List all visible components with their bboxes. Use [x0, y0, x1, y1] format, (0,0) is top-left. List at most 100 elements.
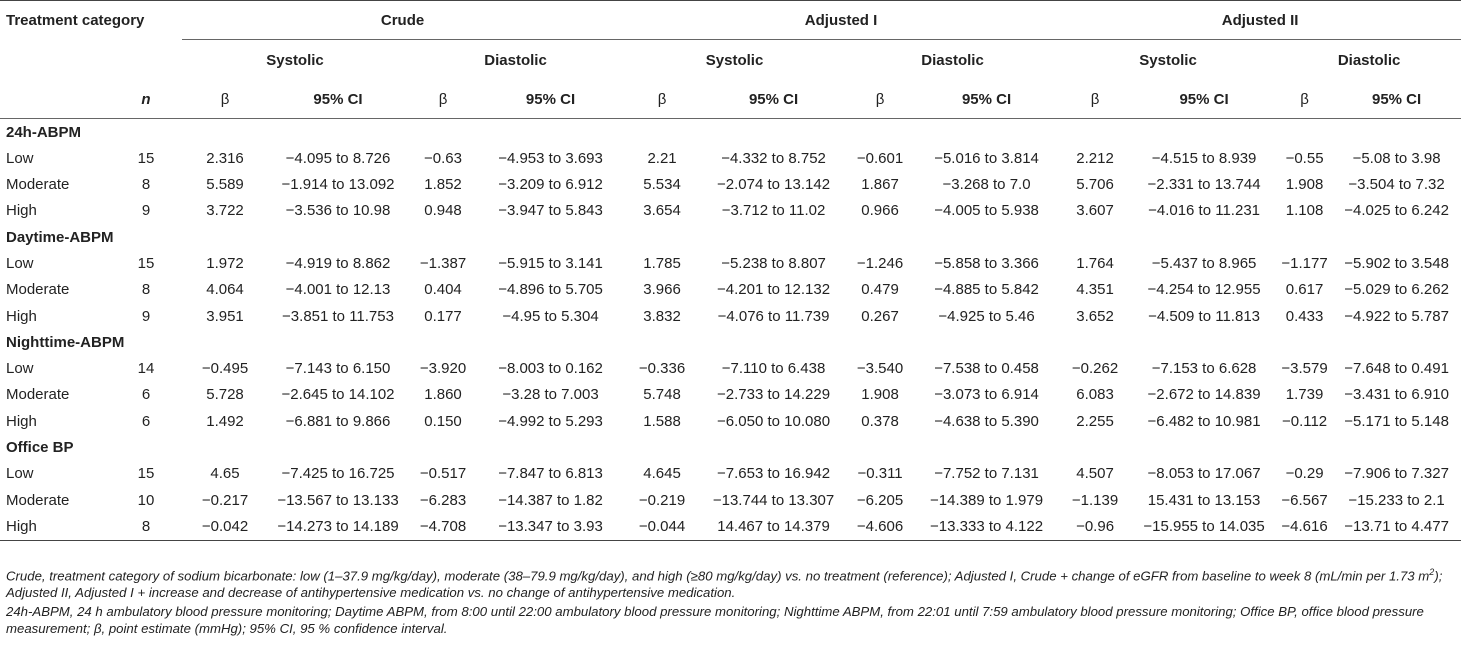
cell-ci: −14.387 to 1.82 — [498, 491, 603, 509]
cell-beta: 2.21 — [647, 149, 677, 167]
cell-ci: −4.515 to 8.939 — [1151, 149, 1257, 167]
cell-ci: −8.053 to 17.067 — [1147, 465, 1261, 483]
row-label: High — [6, 202, 37, 220]
cell-beta: 0.404 — [424, 281, 462, 299]
table-row: Moderate 10 −0.217 −13.567 to 13.133 −6.283 −… — [0, 487, 1461, 513]
cell-beta: 3.654 — [643, 202, 681, 220]
cell-beta: 1.785 — [643, 254, 681, 272]
footnotes: Crude, treatment category of sodium bica… — [6, 564, 1456, 639]
cell-ci: −4.254 to 12.955 — [1147, 281, 1261, 299]
cell-beta: −0.336 — [638, 360, 686, 378]
row-label: Moderate — [6, 176, 70, 194]
cell-beta: −0.262 — [1071, 360, 1119, 378]
cell-beta: 0.948 — [424, 202, 462, 220]
cell-ci: 15.431 to 13.153 — [1147, 491, 1261, 509]
cell-beta: 3.966 — [643, 281, 681, 299]
col-header-beta: β — [1300, 90, 1309, 108]
section-row: Daytime-ABPM — [0, 224, 1461, 250]
section-title: 24h-ABPM — [6, 123, 82, 141]
table-row: Moderate 6 5.728 −2.645 to 14.102 1.860 −3.28… — [0, 382, 1461, 408]
cell-beta: −6.567 — [1281, 491, 1328, 509]
cell-beta: 4.507 — [1076, 465, 1114, 483]
cell-beta: 2.212 — [1076, 149, 1114, 167]
section-row: 24h-ABPM — [0, 119, 1461, 146]
cell-beta: 0.617 — [1285, 281, 1324, 299]
cell-ci: −5.238 to 8.807 — [721, 254, 826, 272]
cell-ci: −5.915 to 3.141 — [498, 254, 603, 272]
cell-ci: −5.171 to 5.148 — [1344, 412, 1449, 430]
row-n: 8 — [141, 281, 151, 299]
cell-beta: 1.739 — [1285, 386, 1324, 404]
table-row: Low 14 −0.495 −7.143 to 6.150 −3.920 −8.003 t… — [0, 355, 1461, 381]
cell-beta: −0.112 — [1281, 412, 1328, 430]
cell-ci: −4.001 to 12.13 — [285, 281, 391, 299]
cell-beta: −0.219 — [638, 491, 686, 509]
row-label: Low — [6, 254, 34, 272]
cell-ci: −2.645 to 14.102 — [281, 386, 395, 404]
cell-ci: −7.153 to 6.628 — [1151, 360, 1257, 378]
footnote-1: Crude, treatment category of sodium bica… — [6, 567, 1443, 601]
cell-ci: −3.209 to 6.912 — [498, 176, 603, 194]
cell-beta: 4.064 — [206, 281, 244, 299]
cell-ci: −1.914 to 13.092 — [281, 176, 395, 194]
cell-beta: 1.972 — [206, 254, 244, 272]
row-n: 9 — [141, 307, 151, 325]
col-header-beta: β — [1090, 90, 1100, 108]
cell-beta: 1.860 — [424, 386, 462, 404]
cell-ci: −4.919 to 8.862 — [285, 254, 391, 272]
cell-beta: −1.139 — [1071, 491, 1119, 509]
col-header-95ci: 95% CI — [961, 90, 1012, 108]
cell-beta: −0.311 — [857, 465, 903, 483]
col-header-95ci: 95% CI — [525, 90, 576, 108]
table-row: Moderate 8 4.064 −4.001 to 12.13 0.404 −4.896… — [0, 277, 1461, 303]
cell-ci: −3.504 to 7.32 — [1348, 176, 1445, 194]
cell-ci: −6.050 to 10.080 — [717, 412, 831, 430]
cell-ci: −5.029 to 6.262 — [1344, 281, 1449, 299]
cell-beta: −0.042 — [201, 517, 249, 535]
col-header-beta: β — [220, 90, 230, 108]
cell-ci: −5.08 to 3.98 — [1352, 149, 1441, 167]
cell-beta: 0.378 — [861, 412, 899, 430]
cell-beta: 0.150 — [424, 412, 462, 430]
results-table: Treatment category Crude Adjusted I Adju… — [0, 0, 1461, 541]
col-header-treatment-category: Treatment category — [6, 11, 145, 29]
col-header-beta: β — [438, 90, 448, 108]
cell-beta: −0.044 — [638, 517, 686, 535]
cell-beta: 1.867 — [861, 176, 899, 194]
cell-beta: −0.517 — [419, 465, 467, 483]
cell-ci: −4.332 to 8.752 — [721, 149, 826, 167]
cell-ci: 14.467 to 14.379 — [717, 517, 830, 535]
section-title: Nighttime-ABPM — [6, 333, 125, 351]
table-row: Low 15 2.316 −4.095 to 8.726 −0.63 −4.953 to … — [0, 145, 1461, 171]
cell-beta: 5.534 — [643, 176, 681, 194]
cell-beta: 6.083 — [1076, 386, 1114, 404]
cell-beta: −4.616 — [1281, 517, 1328, 535]
cell-beta: 0.267 — [861, 307, 899, 325]
row-n: 10 — [137, 491, 155, 509]
cell-beta: −0.217 — [201, 491, 249, 509]
cell-beta: 3.951 — [206, 307, 244, 325]
row-label: Low — [6, 360, 34, 378]
cell-ci: −2.074 to 13.142 — [717, 176, 831, 194]
cell-beta: −0.55 — [1285, 149, 1324, 167]
section-row: Office BP — [0, 435, 1461, 461]
cell-ci: −13.347 to 3.93 — [498, 517, 603, 535]
cell-ci: −13.71 to 4.477 — [1344, 517, 1449, 535]
header-spacer — [0, 40, 182, 81]
row-n: 6 — [141, 412, 151, 430]
col-header-95ci: 95% CI — [313, 90, 363, 108]
cell-ci: −7.143 to 6.150 — [285, 360, 391, 378]
cell-beta: −3.920 — [419, 360, 467, 378]
col-header-crude-systolic: Systolic — [182, 39, 409, 80]
cell-ci: −4.025 to 6.242 — [1344, 202, 1449, 220]
cell-beta: 0.966 — [861, 202, 899, 220]
row-n: 9 — [141, 202, 151, 220]
cell-ci: −7.847 to 6.813 — [498, 465, 603, 483]
cell-beta: −0.63 — [424, 149, 462, 167]
cell-ci: −4.992 to 5.293 — [498, 412, 603, 430]
col-header-95ci: 95% CI — [1179, 90, 1229, 108]
cell-ci: −8.003 to 0.162 — [498, 360, 603, 378]
cell-ci: −3.947 to 5.843 — [498, 202, 603, 220]
cell-ci: −2.331 to 13.744 — [1147, 176, 1261, 194]
cell-ci: −14.273 to 14.189 — [277, 517, 399, 535]
